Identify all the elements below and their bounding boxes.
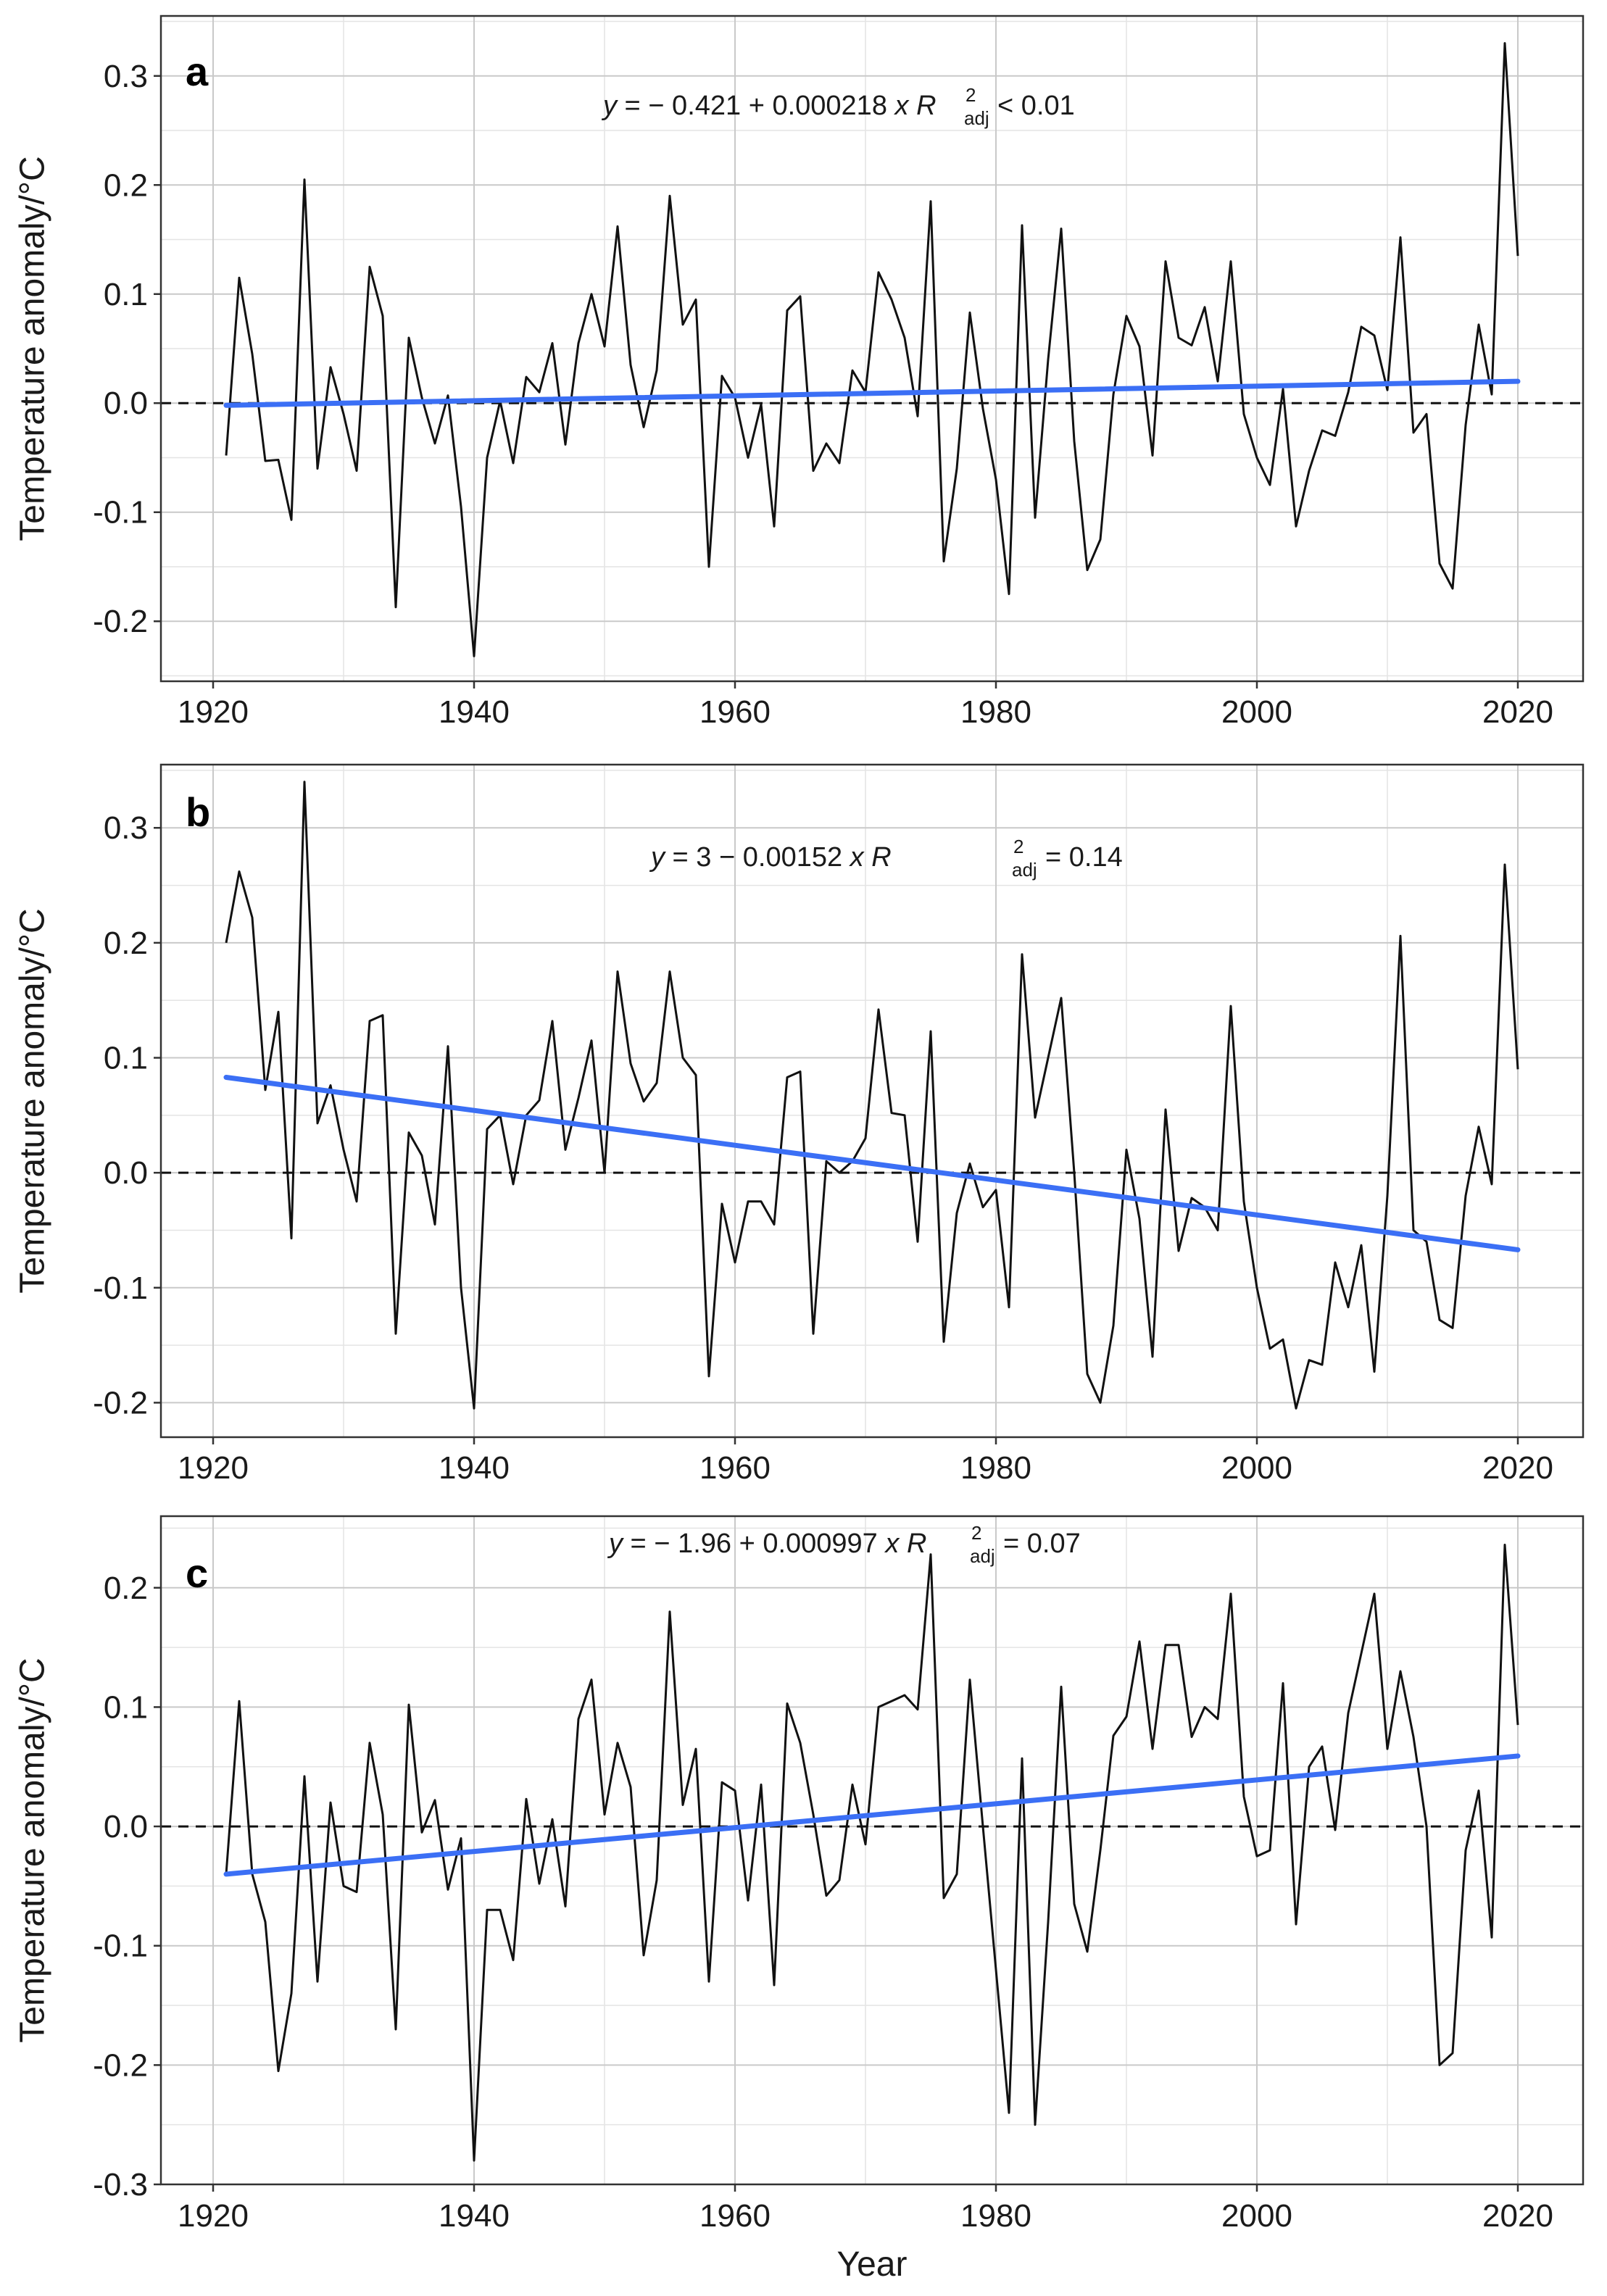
y-tick-label: -0.2 [93,1385,148,1421]
y-tick-label: 0.3 [104,59,148,94]
y-tick-label: -0.2 [93,604,148,639]
x-tick-label: 1980 [960,2198,1031,2234]
y-tick-label: 0.2 [104,1571,148,1606]
r-squared-value: < 0.01 [997,91,1075,121]
y-tick-label: 0.1 [104,1689,148,1725]
anomaly-series-line [225,781,1519,1410]
x-tick-label: 2000 [1221,2198,1292,2234]
y-tick-label: 0.1 [104,1041,148,1076]
x-tick-label: 1960 [699,1450,771,1486]
r-squared-subscript: adj [964,107,989,129]
x-tick-label: 2020 [1482,694,1553,730]
x-tick-label: 2020 [1482,1450,1553,1486]
x-tick-label: 2020 [1482,2198,1553,2234]
trend-line [223,378,1521,408]
r-squared-subscript: adj [1012,859,1037,881]
x-tick-label: 1920 [178,1450,249,1486]
regression-equation: y = − 1.96 + 0.000997 x R [607,1528,926,1559]
panel-letter: a [186,49,209,94]
x-axis-title: Year [837,2245,908,2284]
y-tick-label: 0.2 [104,167,148,203]
regression-equation: y = 3 − 0.00152 x R [649,842,892,873]
r-squared-superscript: 2 [966,84,976,106]
y-tick-label: -0.2 [93,2047,148,2083]
x-tick-label: 1940 [439,694,510,730]
trend-line [223,1753,1521,1877]
x-tick-label: 1940 [439,1450,510,1486]
r-squared-value: = 0.14 [1045,842,1123,873]
x-tick-label: 2000 [1221,1450,1292,1486]
y-tick-label: 0.1 [104,277,148,312]
x-tick-label: 2000 [1221,694,1292,730]
x-tick-label: 1980 [960,1450,1031,1486]
x-tick-label: 1960 [699,694,771,730]
panel-c: 1920 1940 1960 1980 2000 2020 -0.3 -0.2 -0.1 0.0 0… [14,1515,1585,2284]
panel-letter: c [186,1550,208,1596]
y-tick-label: -0.1 [93,1270,148,1306]
panel-letter: b [186,789,210,835]
plot-border [159,1515,1585,2186]
r-squared-superscript: 2 [971,1522,981,1544]
y-tick-label: -0.1 [93,1929,148,1964]
anomaly-series-line [225,42,1519,657]
plot-border [159,14,1585,683]
panel-a: 1920 1940 1960 1980 2000 2020 -0.2 -0.1 0.0 0.1 0.… [14,14,1585,730]
y-tick-label: -0.1 [93,495,148,531]
y-axis-title: Temperature anomaly/°C [14,1657,52,2042]
r-squared-value: = 0.07 [1003,1528,1081,1559]
plot-border [159,763,1585,1439]
x-tick-label: 1920 [178,694,249,730]
x-tick-label: 1960 [699,2198,771,2234]
y-tick-label: 0.0 [104,1155,148,1191]
y-tick-label: -0.3 [93,2167,148,2203]
x-tick-label: 1980 [960,694,1031,730]
y-axis-title: Temperature anomaly/°C [14,156,52,541]
r-squared-superscript: 2 [1013,836,1023,857]
x-tick-label: 1940 [439,2198,510,2234]
anomaly-series-line [225,1544,1519,2162]
regression-equation: y = − 0.421 + 0.000218 x R [601,91,937,121]
y-tick-label: 0.2 [104,926,148,961]
y-axis-title: Temperature anomaly/°C [14,908,52,1293]
y-tick-label: 0.0 [104,386,148,421]
r-squared-subscript: adj [970,1545,995,1567]
trend-line [223,1074,1521,1252]
y-tick-label: 0.3 [104,810,148,846]
panel-b: 1920 1940 1960 1980 2000 2020 -0.2 -0.1 0.0 0.1 0.… [14,763,1585,1486]
y-tick-label: 0.0 [104,1809,148,1844]
plot-area [161,1516,1583,2184]
x-tick-label: 1920 [178,2198,249,2234]
